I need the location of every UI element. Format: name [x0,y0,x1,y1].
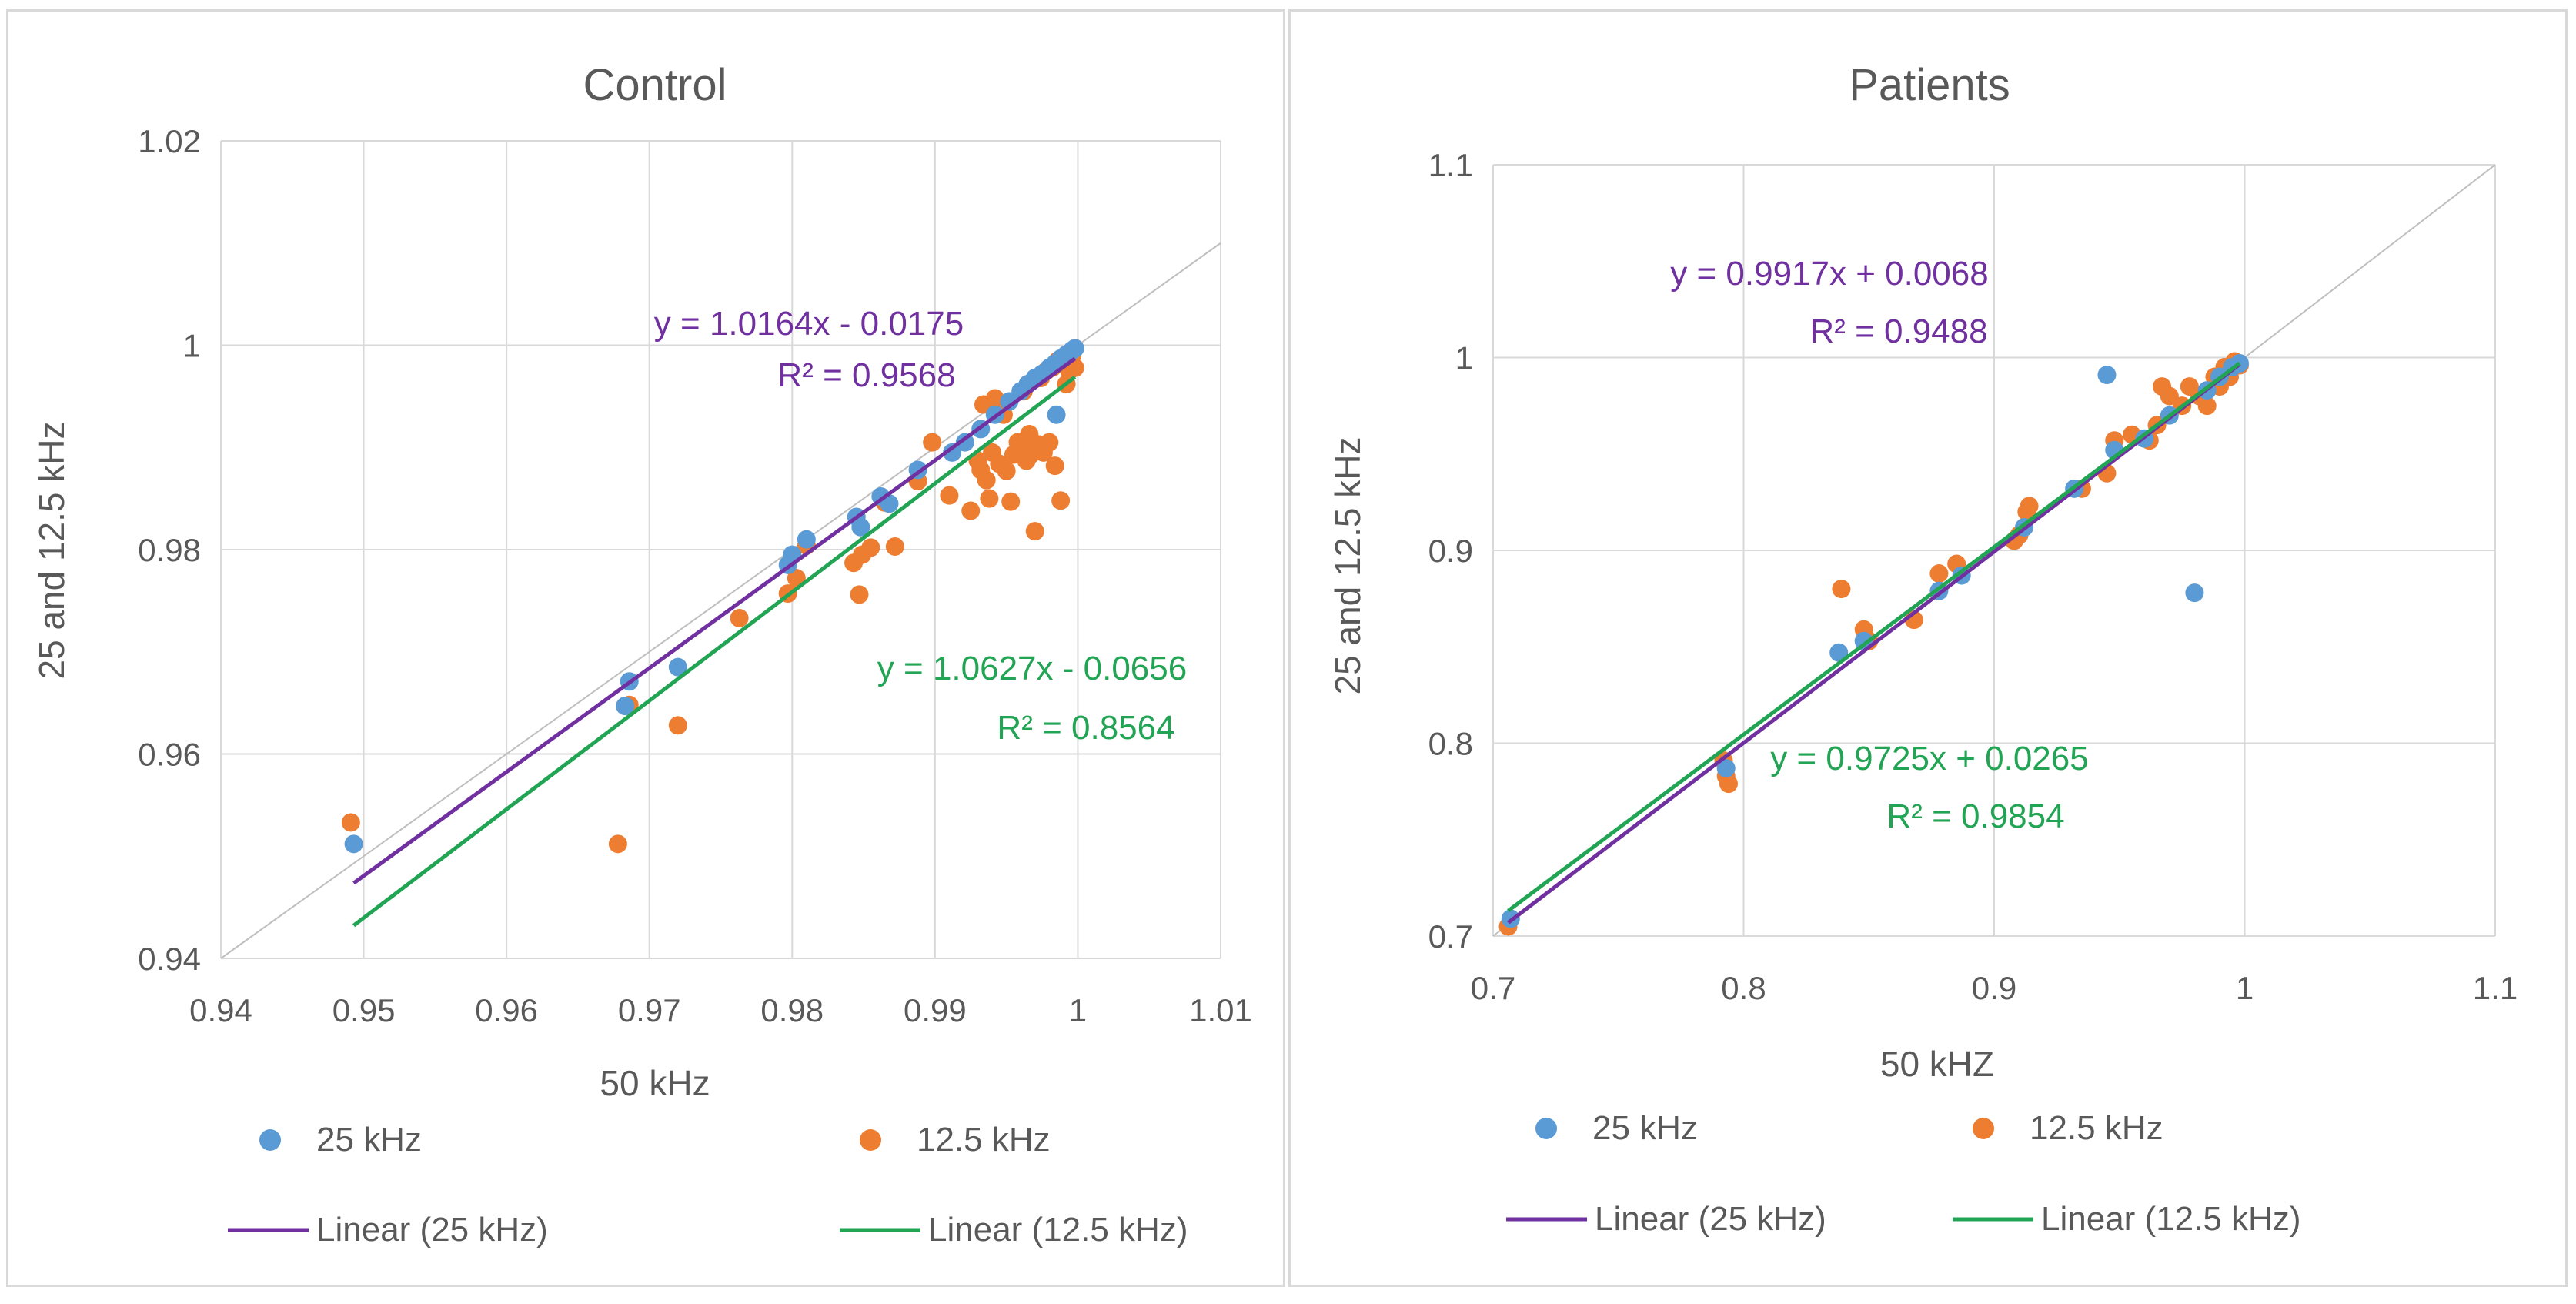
trendline-12-5-khz-equation: y = 1.0627x - 0.0656 [877,650,1187,687]
chart-title: Patients [1849,60,2010,110]
x-tick-label: 0.96 [475,992,538,1028]
y-tick-label: 1.1 [1428,147,1473,183]
x-axis-title: 50 kHz [600,1063,710,1103]
point-25-khz [2097,366,2117,385]
y-tick-label: 1 [183,328,201,364]
y-tick-label: 0.7 [1428,918,1473,955]
legend-label-linear-12-5-khz: Linear (12.5 kHz) [2041,1200,2300,1238]
point-12-5-khz [985,389,1004,408]
point-12-5-khz [861,538,880,557]
legend-label-linear-25-khz: Linear (25 kHz) [1595,1200,1826,1238]
point-12-5-khz [1040,433,1059,452]
point-12-5-khz [997,461,1016,480]
y-axis-title: 25 and 12.5 kHz [1328,436,1368,694]
point-12-5-khz [787,569,806,588]
legend-label-25-khz: 25 kHz [1592,1109,1698,1147]
x-tick-label: 0.9 [1972,970,2016,1006]
point-25-khz [1065,339,1084,358]
point-25-khz [1716,759,1736,778]
trendline-12-5-khz-r-squared: R² = 0.8564 [997,709,1174,747]
point-12-5-khz [1719,774,1738,794]
trendline-25-khz [1507,363,2241,925]
trendline-25-khz [352,356,1077,885]
point-12-5-khz [730,608,749,627]
chart-panel-control: Control 0.94 0.95 0.96 0.97 0.98 0.99 1 1.01 0.94… [6,9,1285,1287]
point-25-khz [616,697,635,716]
point-25-khz [943,443,962,462]
y-axis-title: 25 and 12.5 kHz [32,421,72,679]
trendline-12-5-khz-r-squared: R² = 0.9854 [1886,797,2064,835]
legend-label-linear-25-khz: Linear (25 kHz) [316,1211,548,1249]
point-12-5-khz [980,489,999,508]
legend-label-25-khz: 25 kHz [316,1121,422,1159]
x-tick-label: 0.97 [618,992,681,1028]
point-12-5-khz [940,486,959,505]
point-25-khz [955,433,974,452]
point-12-5-khz [2160,386,2179,406]
point-25-khz [668,657,687,677]
x-tick-label: 0.7 [1471,970,1515,1006]
x-tick-label: 0.8 [1721,970,1766,1006]
x-tick-label: 0.95 [332,992,396,1028]
trendline-25-khz-equation: y = 0.9917x + 0.0068 [1670,255,1988,293]
point-12-5-khz [885,537,904,557]
y-tick-label: 1 [1455,340,1473,376]
point-25-khz [1047,405,1066,424]
point-12-5-khz [1929,564,1949,583]
point-12-5-khz [1051,491,1071,510]
chart-title: Control [583,60,727,110]
point-12-5-khz [850,585,869,604]
x-axis-title: 50 kHZ [1880,1044,1994,1084]
legend-label-12-5-khz: 12.5 kHz [917,1121,1051,1159]
point-25-khz [344,834,363,854]
y-tick-label: 0.96 [138,737,201,773]
trendline-25-khz-r-squared: R² = 0.9568 [777,356,955,394]
point-12-5-khz [668,716,687,735]
x-tick-label: 1 [1069,992,1087,1028]
point-12-5-khz [1001,492,1021,511]
legend-label-linear-12-5-khz: Linear (12.5 kHz) [928,1211,1188,1249]
point-25-khz [851,517,870,537]
x-tick-label: 0.94 [189,992,252,1028]
point-12-5-khz [341,813,360,832]
x-tick-label: 0.99 [904,992,967,1028]
legend-marker-12-5-khz [860,1129,881,1151]
point-25-khz [1829,643,1849,662]
point-12-5-khz [961,501,981,520]
point-25-khz [797,530,816,549]
point-12-5-khz [2197,396,2217,416]
x-tick-label: 1 [2236,970,2254,1006]
point-12-5-khz [1025,522,1044,541]
trendline-12-5-khz [1507,361,2241,913]
chart-control: Control 0.94 0.95 0.96 0.97 0.98 0.99 1 1.01 0.94… [32,60,1252,1249]
y-tick-label: 0.8 [1428,726,1473,762]
y-tick-label: 0.9 [1428,533,1473,569]
point-12-5-khz [2020,497,2039,516]
point-12-5-khz [977,470,996,490]
point-12-5-khz [1832,580,1851,599]
trendline-25-khz-equation: y = 1.0164x - 0.0175 [654,305,964,343]
point-12-5-khz [923,433,942,452]
legend-marker-25-khz [1535,1118,1557,1139]
legend-label-12-5-khz: 12.5 kHz [2030,1109,2163,1147]
trendline-12-5-khz-equation: y = 0.9725x + 0.0265 [1770,740,2088,777]
legend-marker-12-5-khz [1973,1118,1994,1139]
chart-patients: Patients 0.7 0.8 0.9 1 1.1 0.7 0.8 0.9 1 1.1 50 kHZ… [1328,60,2518,1238]
y-tick-label: 0.94 [138,941,201,977]
x-tick-label: 0.98 [760,992,824,1028]
y-tick-label: 0.98 [138,532,201,568]
point-12-5-khz [608,834,627,854]
trendline-12-5-khz [352,375,1077,928]
point-12-5-khz [1045,456,1064,476]
chart-panel-patients: Patients 0.7 0.8 0.9 1 1.1 0.7 0.8 0.9 1 1.1 50 kHZ… [1288,9,2568,1287]
y-tick-label: 1.02 [138,123,201,159]
point-25-khz [2185,583,2204,603]
x-tick-label: 1.1 [2473,970,2518,1006]
trendline-25-khz-r-squared: R² = 0.9488 [1809,313,1987,350]
x-tick-label: 1.01 [1189,992,1252,1028]
legend-marker-25-khz [259,1129,281,1151]
